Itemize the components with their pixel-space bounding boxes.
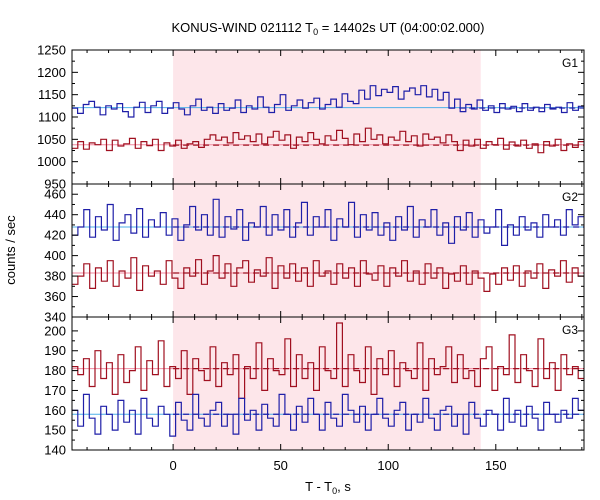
y-tick-label: 360: [44, 289, 66, 304]
panel-g2-series-0-line: [72, 198, 584, 246]
y-tick-label: 460: [44, 187, 66, 202]
frame-layer: [71, 49, 585, 451]
y-tick-label: 1150: [38, 87, 66, 102]
highlight-layer: [173, 50, 481, 450]
panel-g3-series-0-line: [72, 322, 584, 399]
panel-g1-series-0-line: [72, 85, 584, 118]
y-tick-label: 1000: [37, 154, 66, 169]
y-tick-label: 1100: [38, 110, 66, 125]
label-layer: 950100010501100115012001250G134036038040…: [37, 43, 578, 474]
x-tick-label: 100: [377, 458, 399, 473]
y-tick-label: 950: [44, 177, 66, 192]
y-tick-label: 1250: [37, 43, 66, 58]
chart-title: KONUS-WIND 021112 T0 = 14402s UT (04:00:…: [172, 20, 485, 37]
y-tick-label: 440: [44, 207, 66, 222]
x-tick-label: 50: [273, 458, 287, 473]
panel-label-g3: G3: [562, 323, 578, 337]
y-tick-label: 420: [44, 228, 66, 243]
y-tick-label: 190: [44, 343, 66, 358]
panel-g3-series-1-line: [72, 393, 584, 437]
y-tick-label: 140: [44, 443, 66, 458]
x-tick-label: 0: [169, 458, 176, 473]
series-layer: [72, 85, 584, 437]
y-tick-label: 180: [44, 363, 66, 378]
panel-g1-series-1-line: [72, 127, 584, 154]
y-tick-label: 1050: [37, 132, 66, 147]
panel-g2-series-1-line: [72, 255, 584, 292]
y-tick-label: 150: [44, 423, 66, 438]
y-tick-label: 400: [44, 248, 66, 263]
highlight-interval: [173, 50, 481, 450]
y-tick-label: 200: [44, 323, 66, 338]
y-axis-label: counts / sec: [3, 215, 18, 285]
y-tick-label: 170: [44, 383, 66, 398]
x-axis-label: T - T0, s: [305, 479, 351, 496]
panel-label-g1: G1: [562, 56, 578, 70]
y-tick-label: 1200: [37, 65, 66, 80]
y-tick-label: 160: [44, 403, 66, 418]
panel-label-g2: G2: [562, 190, 578, 204]
y-tick-label: 340: [44, 310, 66, 325]
x-tick-label: 150: [485, 458, 507, 473]
panel-g3-frame: [71, 316, 585, 451]
y-tick-label: 380: [44, 269, 66, 284]
